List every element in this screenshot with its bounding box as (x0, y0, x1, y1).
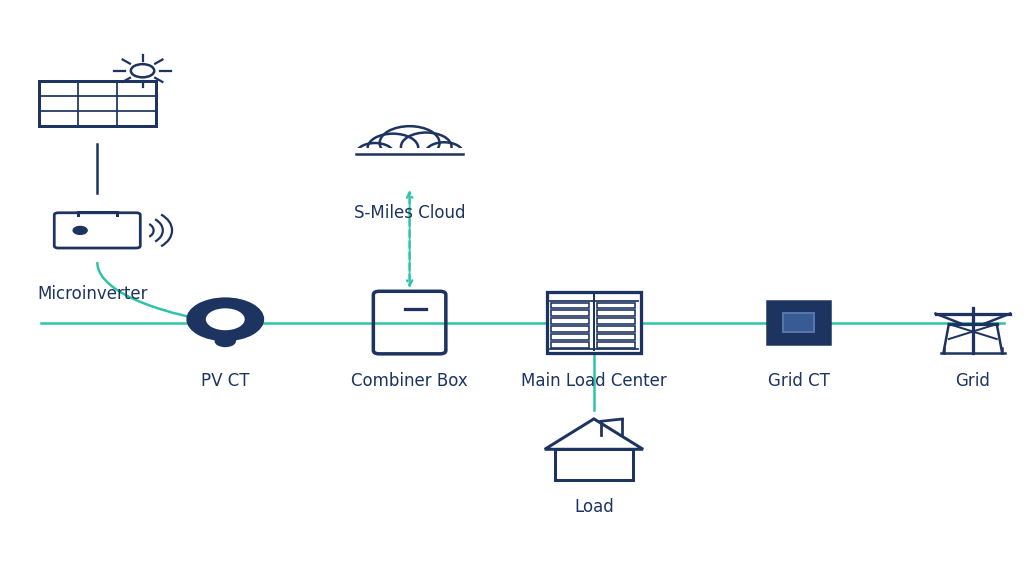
Bar (551, 326, 589, 332)
Circle shape (426, 142, 463, 163)
Circle shape (215, 335, 236, 347)
Bar (355, 149, 464, 172)
Circle shape (356, 143, 393, 164)
Bar (597, 310, 635, 316)
Circle shape (206, 308, 245, 330)
Circle shape (380, 126, 439, 160)
Text: Microinverter: Microinverter (37, 285, 147, 303)
Text: Load: Load (574, 498, 613, 516)
Bar (551, 302, 589, 309)
Text: Combiner Box: Combiner Box (351, 372, 468, 389)
Circle shape (186, 297, 264, 341)
Circle shape (73, 226, 87, 234)
Bar (597, 334, 635, 340)
Bar (597, 326, 635, 332)
Bar (551, 342, 589, 348)
Bar (551, 334, 589, 340)
Bar (597, 342, 635, 348)
Bar (551, 319, 589, 324)
Bar (551, 310, 589, 316)
Bar (547, 292, 641, 353)
Text: Grid: Grid (955, 372, 990, 389)
Circle shape (368, 134, 418, 162)
Bar (597, 319, 635, 324)
Bar (597, 302, 635, 309)
Bar (215, 329, 236, 341)
Bar (783, 313, 814, 332)
Text: Grid CT: Grid CT (768, 372, 829, 389)
Bar (39, 81, 156, 126)
Text: PV CT: PV CT (201, 372, 250, 389)
Text: S-Miles Cloud: S-Miles Cloud (354, 204, 465, 222)
Bar (767, 301, 830, 344)
Circle shape (401, 132, 452, 161)
Text: Main Load Center: Main Load Center (521, 372, 667, 389)
